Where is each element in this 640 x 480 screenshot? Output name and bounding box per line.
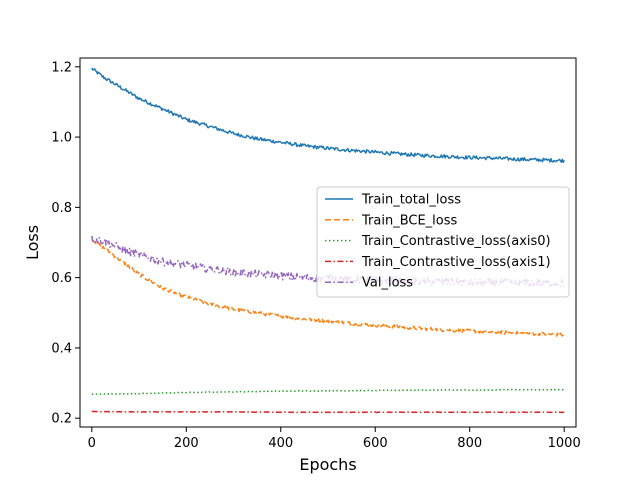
y-tick-label: 0.2 [51,412,72,427]
series-line-0 [91,67,565,164]
legend-label: Val_loss [362,276,413,291]
y-tick-label: 0.6 [51,271,72,286]
series-line-1 [91,239,565,337]
y-tick-label: 1.0 [51,131,72,146]
y-tick-label: 0.4 [51,341,72,356]
y-axis: 0.2 0.4 0.6 0.8 1.0 1.2 [51,60,80,427]
x-axis: 0 200 400 600 800 1000 [88,427,581,451]
plot-frame [79,57,577,428]
y-tick-label: 0.8 [51,201,72,216]
legend-label: Train_Contrastive_loss(axis0) [361,234,551,249]
legend-label: Train_Contrastive_loss(axis1) [361,255,551,270]
legend-label: Train_BCE_loss [361,213,458,228]
x-axis-title: Epochs [299,455,356,474]
y-tick-label: 1.2 [51,60,72,75]
x-tick-label: 200 [174,436,199,451]
y-axis-title: Loss [23,225,42,260]
x-tick-label: 400 [268,436,293,451]
x-tick-label: 1000 [548,436,581,451]
series-line-2 [91,388,565,396]
legend-label: Train_total_loss [361,193,461,208]
x-tick-label: 600 [363,436,388,451]
series-line-3 [91,410,565,414]
legend: Train_total_loss Train_BCE_loss Train_Cont… [316,186,570,298]
legend-box [316,186,570,298]
x-tick-label: 0 [88,436,96,451]
x-tick-label: 800 [457,436,482,451]
